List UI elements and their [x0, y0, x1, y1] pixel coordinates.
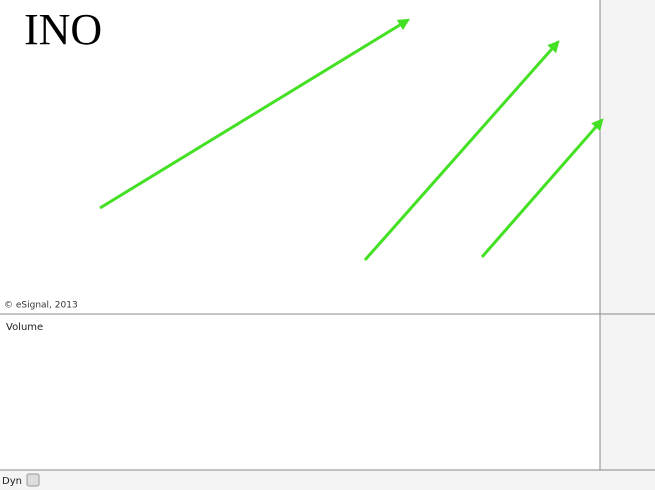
- trend-arrow: [99, 18, 411, 210]
- mode-label[interactable]: Dyn: [2, 476, 22, 487]
- mode-icon[interactable]: [26, 473, 40, 487]
- chart-title: INO: [24, 5, 102, 54]
- trend-arrow: [480, 118, 604, 258]
- axis-background: [600, 0, 655, 490]
- trend-arrows: [99, 18, 604, 261]
- plot-background: [0, 0, 600, 470]
- trend-arrow: [363, 40, 560, 261]
- panel-title: Volume: [6, 322, 43, 333]
- x-axis-background: [0, 470, 600, 490]
- source-note: © eSignal, 2013: [4, 301, 78, 311]
